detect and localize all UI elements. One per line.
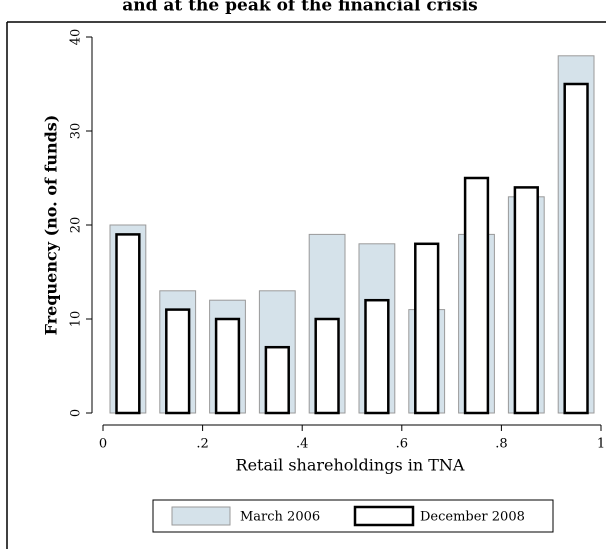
y-tick-label: 40 bbox=[69, 29, 84, 46]
legend-swatch bbox=[353, 505, 415, 527]
x-tick-label: .8 bbox=[495, 437, 507, 452]
legend-label: December 2008 bbox=[420, 510, 525, 525]
bar bbox=[314, 317, 340, 415]
bar bbox=[264, 345, 290, 415]
y-tick-label: 0 bbox=[69, 409, 84, 417]
bar bbox=[214, 317, 241, 415]
y-tick-label: 10 bbox=[69, 311, 84, 328]
x-tick-label: 0 bbox=[99, 437, 107, 452]
chart-title: and at the peak of the financial crisis bbox=[122, 0, 478, 16]
x-axis-label: Retail shareholdings in TNA bbox=[236, 456, 465, 475]
bar bbox=[165, 308, 191, 415]
y-axis-label: Frequency (no. of funds) bbox=[42, 115, 61, 336]
bar bbox=[115, 233, 141, 415]
y-tick-label: 30 bbox=[69, 123, 84, 140]
bar bbox=[414, 242, 440, 415]
x-tick-label: .4 bbox=[296, 437, 308, 452]
x-tick-label: .2 bbox=[196, 437, 208, 452]
bar bbox=[463, 176, 490, 415]
bar bbox=[513, 186, 539, 415]
bar bbox=[364, 298, 390, 415]
x-tick-label: 1 bbox=[597, 437, 605, 452]
bar bbox=[563, 82, 589, 415]
y-tick-label: 20 bbox=[69, 217, 84, 234]
x-tick-label: .6 bbox=[396, 437, 408, 452]
legend-label: March 2006 bbox=[240, 510, 320, 525]
legend-swatch bbox=[171, 506, 231, 526]
